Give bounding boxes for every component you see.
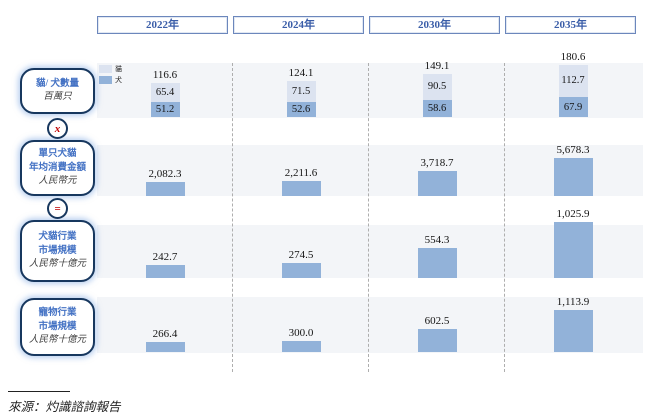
stacked-bar: 65.4 51.2 (150, 83, 180, 117)
legend-item-dog: 犬 (99, 76, 122, 84)
bar-group: 266.4 (97, 328, 233, 352)
multiply-icon: x (47, 118, 68, 139)
bar (553, 158, 593, 196)
column-separator (368, 63, 369, 372)
bar-value-label: 554.3 (424, 233, 450, 246)
bar-value-label: 5,678.3 (556, 144, 590, 157)
row-band (97, 63, 643, 118)
year-header-2024: 2024年 (233, 16, 364, 34)
bar-segment-dog: 51.2 (150, 102, 180, 117)
bar-group: 2,082.3 (97, 168, 233, 196)
bar-value-label: 2,082.3 (148, 168, 182, 181)
bar-value-label: 1,113.9 (556, 296, 590, 308)
bar-group: 1,025.9 (505, 208, 641, 278)
row-label-line: 市場規模 (38, 245, 77, 256)
total-value-label: 180.6 (560, 50, 586, 63)
row-unit-label: 人民幣元 (38, 175, 77, 186)
bar (145, 342, 185, 352)
bar (417, 171, 457, 196)
row-label-line: 單只犬貓 (38, 149, 77, 160)
bar (553, 310, 593, 352)
bar (281, 263, 321, 278)
bar-value-label: 266.4 (152, 328, 178, 340)
year-header-2022: 2022年 (97, 16, 228, 34)
bar-segment-cat: 71.5 (286, 81, 316, 102)
bar-value-label: 3,718.7 (420, 157, 454, 170)
bar-segment-dog: 52.6 (286, 101, 316, 117)
row-label-line: 貓/ 犬數量 (35, 78, 79, 89)
stacked-bar: 112.7 67.9 (558, 64, 588, 117)
year-header-2030: 2030年 (369, 16, 500, 34)
row-band (97, 297, 643, 353)
row-label-line: 寵物行業 (38, 308, 77, 319)
bar-value-label: 300.0 (288, 326, 314, 339)
stacked-bar-group: 124.1 71.5 52.6 (233, 67, 369, 117)
row-label-line: 犬貓行業 (38, 232, 77, 243)
stacked-bar-group: 149.1 90.5 58.6 (369, 60, 505, 117)
row-label-box-annual-spend: 單只犬貓 年均消費金額 人民幣元 (20, 140, 95, 196)
row-unit-label: 人民幣十億元 (28, 334, 86, 345)
bar (553, 222, 593, 278)
source-note: 來源：灼識諮詢報告 (8, 400, 121, 414)
row-label-line: 市場規模 (38, 321, 77, 332)
bar-group: 274.5 (233, 249, 369, 278)
bar-segment-dog: 67.9 (558, 97, 588, 117)
row-label-box-pet-market: 寵物行業 市場規模 人民幣十億元 (20, 298, 95, 356)
stacked-bar: 71.5 52.6 (286, 81, 316, 117)
bar-group: 554.3 (369, 234, 505, 278)
legend-swatch-cat-icon (99, 65, 112, 73)
bar-value-label: 242.7 (152, 250, 178, 263)
bar-group: 2,211.6 (233, 167, 369, 196)
row-band (97, 225, 643, 278)
bar-value-label: 2,211.6 (284, 167, 318, 180)
bar-group: 5,678.3 (505, 144, 641, 196)
legend: 貓 犬 (99, 65, 122, 87)
stacked-bar-group: 180.6 112.7 67.9 (505, 51, 641, 117)
total-value-label: 116.6 (152, 69, 178, 82)
bar-value-label: 602.5 (424, 315, 450, 328)
bar (145, 264, 185, 278)
row-label-box-pet-count: 貓/ 犬數量 百萬只 (20, 68, 95, 114)
year-header-2035: 2035年 (505, 16, 636, 34)
row-unit-label: 百萬只 (43, 92, 72, 103)
legend-item-cat: 貓 (99, 65, 122, 73)
bar-segment-cat: 112.7 (558, 64, 588, 98)
bar-group: 300.0 (233, 327, 369, 352)
footnote-rule (8, 391, 70, 392)
bar (417, 329, 457, 352)
bar (145, 182, 185, 196)
bar-group: 242.7 (97, 251, 233, 278)
bar-segment-dog: 58.6 (422, 100, 452, 117)
bar-value-label: 274.5 (288, 249, 314, 261)
legend-swatch-dog-icon (99, 76, 112, 84)
stacked-bar-group: 116.6 65.4 51.2 (97, 69, 233, 117)
bar-segment-cat: 65.4 (150, 83, 180, 103)
stacked-bar: 90.5 58.6 (422, 73, 452, 117)
bar-group: 3,718.7 (369, 157, 505, 196)
bar (417, 247, 457, 278)
equals-icon: = (47, 198, 68, 219)
legend-label: 犬 (115, 76, 122, 84)
bar-group: 602.5 (369, 315, 505, 352)
legend-label: 貓 (115, 65, 122, 73)
row-label-line: 年均消費金額 (28, 162, 86, 173)
bar-segment-cat: 90.5 (422, 73, 452, 100)
total-value-label: 124.1 (288, 67, 314, 80)
row-band (97, 145, 643, 196)
total-value-label: 149.1 (424, 59, 450, 72)
bar-value-label: 1,025.9 (556, 208, 590, 220)
bar-group: 1,113.9 (505, 296, 641, 352)
row-unit-label: 人民幣十億元 (28, 258, 86, 269)
column-separator (232, 63, 233, 372)
column-separator (504, 63, 505, 372)
row-label-box-cat-dog-market: 犬貓行業 市場規模 人民幣十億元 (20, 220, 95, 282)
bar (281, 181, 321, 196)
bar (281, 340, 321, 352)
